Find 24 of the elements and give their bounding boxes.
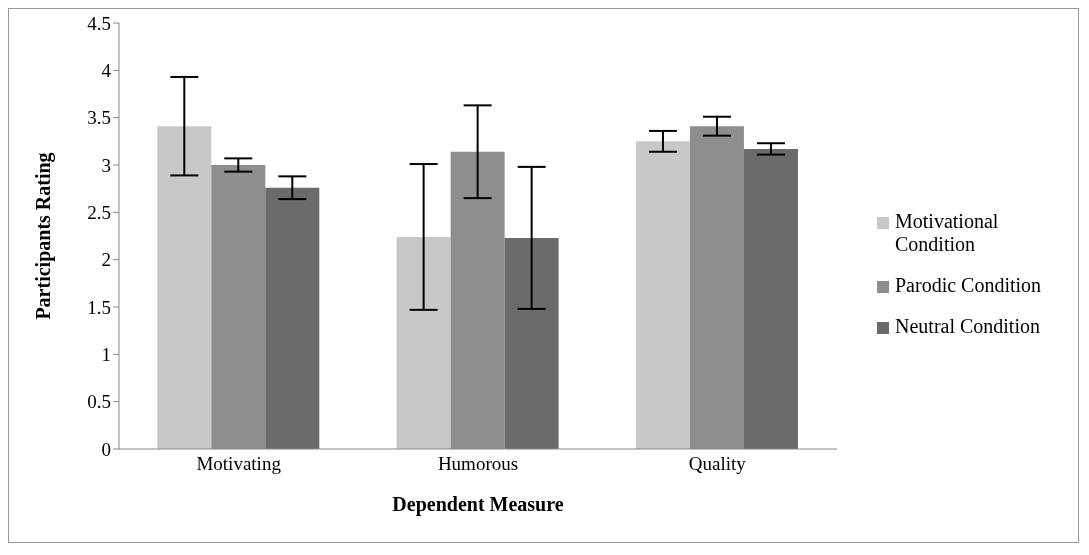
y-tick-label: 3 <box>101 154 111 176</box>
legend-label: Neutral Condition <box>895 315 1040 338</box>
y-tick-label: 4 <box>101 60 112 82</box>
y-tick-label: 0.5 <box>87 391 111 413</box>
y-tick-label: 3.5 <box>87 107 111 129</box>
x-axis-title: Dependent Measure <box>392 493 564 516</box>
y-tick-label: 1 <box>101 344 111 366</box>
legend-label: Parodic Condition <box>895 274 1042 297</box>
bar <box>743 148 798 449</box>
x-tick-label: Motivating <box>196 453 282 475</box>
y-tick-label: 1.5 <box>87 296 111 318</box>
y-tick-label: 2.5 <box>87 202 111 224</box>
bar <box>504 237 559 449</box>
y-tick-label: 2 <box>101 249 111 271</box>
bar <box>635 141 690 449</box>
bar <box>157 126 212 449</box>
bar <box>396 236 451 449</box>
y-tick-label: 4.5 <box>87 12 111 34</box>
y-axis-title: Participants Rating <box>32 152 56 320</box>
y-tick-label: 0 <box>101 438 111 460</box>
x-tick-label: Quality <box>688 453 747 475</box>
legend-label: Motivational Condition <box>895 210 1000 256</box>
bar <box>265 187 320 449</box>
x-tick-label: Humorous <box>437 453 519 475</box>
